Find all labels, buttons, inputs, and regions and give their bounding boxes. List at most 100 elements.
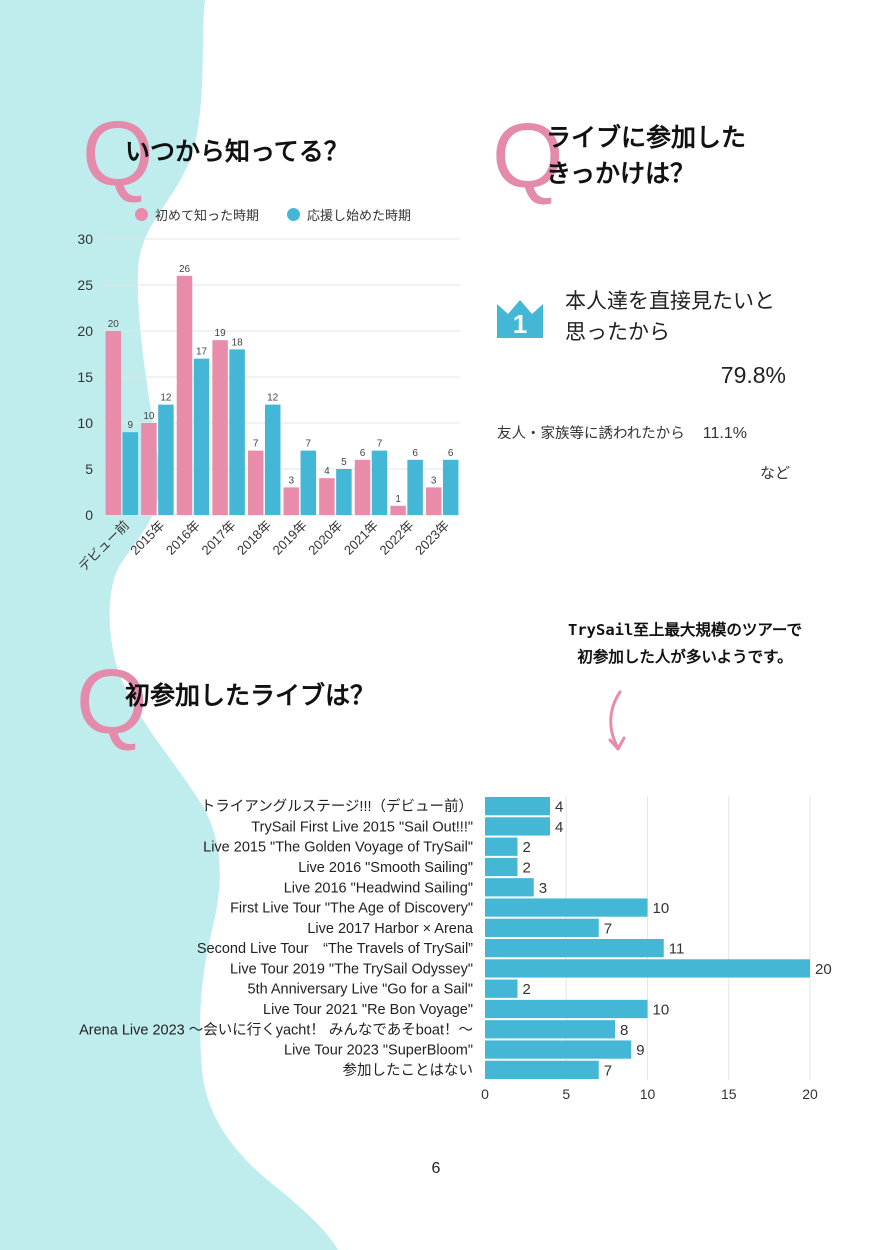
bar-first-live — [485, 1060, 599, 1079]
data-label: 19 — [215, 328, 227, 339]
bar-started-supporting — [371, 450, 388, 515]
category-label: Live 2015 "The Golden Voyage of TrySail" — [203, 840, 473, 856]
category-label: 5th Anniversary Live "Go for a Sail" — [248, 982, 474, 998]
top-reason: 本人達を直接見たいと 思ったから — [565, 286, 805, 348]
top-reason-line2: 思ったから — [565, 320, 670, 344]
note-line2: 初参加した人が多いようです。 — [577, 648, 793, 666]
x-tick-label: 0 — [481, 1086, 489, 1102]
data-label: 7 — [253, 439, 259, 450]
category-label: Live Tour 2021 "Re Bon Voyage" — [263, 1002, 473, 1018]
bar-first-live — [485, 1040, 632, 1059]
bar-first-live — [485, 918, 599, 937]
y-tick-label: 10 — [77, 415, 93, 431]
second-reason-percent: 11.1% — [702, 425, 747, 442]
data-label: 3 — [289, 475, 295, 486]
data-label: 12 — [160, 393, 172, 404]
q-letter-icon: Q — [82, 103, 154, 205]
data-label: 7 — [604, 920, 612, 937]
data-label: 26 — [179, 264, 191, 275]
category-label: Live 2016 "Smooth Sailing" — [298, 860, 473, 876]
data-label: 10 — [653, 1002, 670, 1019]
data-label: 7 — [377, 439, 383, 450]
bar-started-supporting — [158, 404, 174, 515]
bar-first-known — [319, 478, 335, 515]
bar-started-supporting — [336, 469, 352, 515]
bar-first-known — [247, 450, 264, 515]
category-label: Second Live Tour “The Travels of TrySail… — [197, 941, 473, 957]
data-label: 10 — [653, 900, 670, 917]
bar-first-live — [485, 959, 810, 978]
annotation-note: TrySail至上最大規模のツアーで 初参加した人が多いようです。 — [530, 617, 840, 671]
data-label: 7 — [604, 1062, 612, 1079]
category-label: トライアングルステージ!!!（デビュー前） — [201, 797, 473, 815]
bar-started-supporting — [442, 459, 459, 515]
legend-item-started-supporting: 応援し始めた時期 — [287, 205, 411, 224]
data-label: 20 — [815, 961, 832, 978]
bar-first-live — [485, 857, 518, 877]
bar-first-live — [485, 797, 550, 816]
bar-started-supporting — [264, 404, 281, 515]
legend-swatch-blue — [287, 208, 301, 221]
data-label: 2 — [523, 981, 531, 998]
q-letter-icon: Q — [492, 105, 564, 207]
data-label: 10 — [143, 411, 155, 422]
note-line1: TrySail至上最大規模のツアーで — [568, 621, 802, 639]
chart-when-known: 051015202530209デビュー前10122015年26172016年19… — [75, 231, 460, 574]
data-label: 2 — [523, 839, 531, 856]
bar-first-known — [390, 505, 406, 515]
data-label: 3 — [431, 475, 437, 486]
data-label: 2 — [523, 860, 531, 877]
x-tick-label: 5 — [562, 1086, 570, 1102]
data-label: 18 — [232, 337, 244, 348]
rank-number: 1 — [513, 309, 527, 338]
category-label: Arena Live 2023 ～会いに行くyacht！ みんなであそboat！… — [79, 1021, 473, 1038]
data-label: 9 — [636, 1042, 644, 1059]
page-number: 6 — [431, 1160, 441, 1177]
data-label: 6 — [412, 448, 418, 459]
q-letter-icon: Q — [76, 651, 148, 753]
category-label: Live 2017 Harbor × Arena — [307, 921, 474, 937]
legend-item-first-known: 初めて知った時期 — [135, 205, 259, 224]
bar-started-supporting — [300, 450, 317, 515]
bar-first-known — [354, 459, 371, 515]
data-label: 4 — [555, 819, 563, 836]
data-label: 6 — [448, 448, 454, 459]
data-label: 1 — [395, 494, 401, 505]
section1-heading: いつから知ってる？ — [125, 137, 349, 166]
bar-started-supporting — [193, 358, 210, 515]
section2-heading-line2: きっかけは？ — [546, 159, 696, 188]
category-label: Live Tour 2019 "The TrySail Odyssey" — [230, 961, 473, 977]
section2-heading-line1: ライブに参加した — [546, 123, 747, 152]
data-label: 20 — [108, 319, 120, 330]
x-tick-label: 15 — [721, 1086, 737, 1102]
x-tick-label: 10 — [640, 1086, 656, 1102]
bar-first-known — [212, 340, 228, 515]
y-tick-label: 15 — [77, 369, 93, 385]
bar-first-known — [283, 487, 300, 515]
bar-first-known — [141, 423, 157, 515]
bar-first-known — [425, 487, 442, 515]
top-reason-line1: 本人達を直接見たいと — [565, 289, 775, 313]
chart1-legend: 初めて知った時期 応援し始めた時期 — [135, 205, 411, 224]
bar-first-known — [176, 275, 193, 515]
curved-arrow-down-icon — [608, 690, 626, 751]
data-label: 6 — [360, 448, 366, 459]
crown-shape — [497, 300, 543, 338]
y-tick-label: 5 — [85, 461, 93, 477]
data-label: 11 — [669, 941, 685, 958]
teal-wave-shape — [0, 0, 338, 1250]
legend-swatch-pink — [135, 208, 148, 221]
bar-first-live — [485, 898, 648, 917]
data-label: 17 — [196, 347, 208, 358]
etc-label: など — [759, 464, 790, 482]
category-label: 参加したことはない — [343, 1062, 474, 1079]
second-reason: 友人・家族等に誘われたから 11.1% — [497, 422, 747, 443]
crown-icon: 1 — [497, 300, 543, 338]
legend-label: 応援し始めた時期 — [307, 209, 412, 224]
bar-first-live — [485, 979, 518, 998]
y-tick-label: 25 — [77, 277, 93, 293]
data-label: 5 — [341, 457, 347, 468]
bar-started-supporting — [229, 349, 245, 515]
